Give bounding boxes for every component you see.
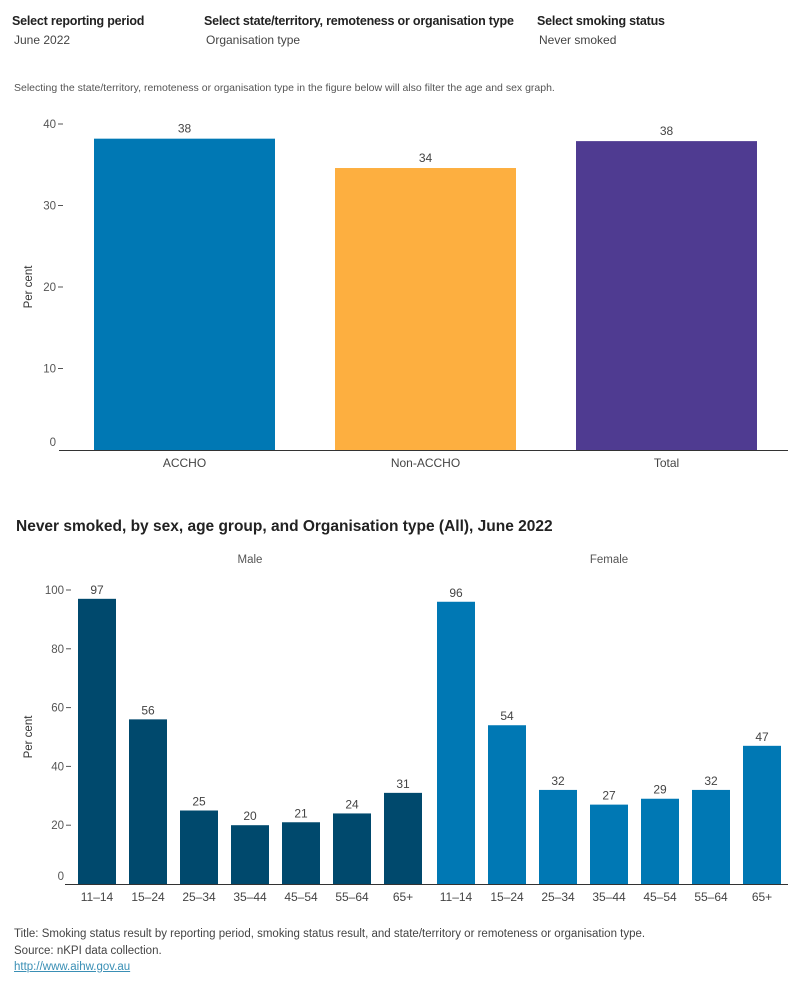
data-label: 20 xyxy=(243,809,257,823)
data-label: 27 xyxy=(602,789,616,803)
y-tick-label: 80 xyxy=(51,644,64,656)
y-axis-label: Per cent xyxy=(23,265,35,309)
bar-male[interactable] xyxy=(231,825,269,884)
y-tick-label: 100 xyxy=(45,585,64,597)
data-label: 96 xyxy=(449,586,463,600)
x-tick-label: 11–14 xyxy=(81,890,114,904)
footer-title: Title: Smoking status result by reportin… xyxy=(14,928,646,940)
x-tick-label: 15–24 xyxy=(490,890,524,904)
age-sex-chart-title: Never smoked, by sex, age group, and Org… xyxy=(16,518,553,535)
x-tick-label: 45–54 xyxy=(284,890,318,904)
bar-female[interactable] xyxy=(641,798,679,884)
y-tick-label: 0 xyxy=(58,871,64,883)
bar-male[interactable] xyxy=(129,719,167,884)
x-tick-label: 55–64 xyxy=(694,890,728,904)
org-type-bar-chart: 0 10 20 30 40 Per cent 38 ACCHO 34 Non-ACCHO 38 Tot… xyxy=(23,119,788,470)
y-tick-label: 0 xyxy=(50,437,56,449)
data-label: 34 xyxy=(419,151,433,165)
bar-female[interactable] xyxy=(488,725,526,884)
x-tick-label: 25–34 xyxy=(541,890,575,904)
bar-non-accho[interactable] xyxy=(335,168,516,450)
y-tick-label: 60 xyxy=(51,703,64,715)
bar-female[interactable] xyxy=(743,745,781,884)
x-tick-label: 65+ xyxy=(393,890,413,904)
data-label: 24 xyxy=(345,797,359,811)
y-tick-label: 10 xyxy=(43,364,56,376)
data-label: 56 xyxy=(141,703,155,717)
x-tick-label: 15–24 xyxy=(131,890,165,904)
bar-male[interactable] xyxy=(282,822,320,884)
y-tick-label: 40 xyxy=(51,761,64,773)
data-label: 38 xyxy=(660,124,674,138)
filter-label: Select reporting period xyxy=(12,14,145,28)
bar-female[interactable] xyxy=(437,601,475,884)
panel-header-female: Female xyxy=(590,554,628,566)
filter-note: Selecting the state/territory, remotenes… xyxy=(14,82,555,94)
smoking-status-select[interactable]: Never smoked xyxy=(539,33,617,47)
x-tick-label: 55–64 xyxy=(335,890,369,904)
filter-label: Select state/territory, remoteness or or… xyxy=(204,14,514,28)
y-tick-label: 40 xyxy=(43,119,56,131)
bar-accho[interactable] xyxy=(94,138,275,451)
bar-female[interactable] xyxy=(590,804,628,884)
data-label: 32 xyxy=(551,774,565,788)
x-tick-label: Non-ACCHO xyxy=(391,456,460,470)
data-label: 21 xyxy=(294,806,308,820)
data-label: 54 xyxy=(500,709,514,723)
bar-female[interactable] xyxy=(539,789,577,884)
filter-smoking-status: Select smoking status Never smoked xyxy=(537,14,665,47)
x-tick-label: Total xyxy=(654,456,679,470)
data-label: 31 xyxy=(396,777,410,791)
bar-male[interactable] xyxy=(180,810,218,885)
x-tick-label: 65+ xyxy=(752,890,772,904)
bar-female[interactable] xyxy=(692,789,730,884)
x-tick-label: 35–44 xyxy=(233,890,267,904)
bar-male[interactable] xyxy=(384,792,422,884)
data-label: 32 xyxy=(704,774,718,788)
x-tick-label: 35–44 xyxy=(592,890,626,904)
x-tick-label: ACCHO xyxy=(163,456,206,470)
filter-reporting-period: Select reporting period June 2022 xyxy=(12,14,144,47)
data-label: 97 xyxy=(90,583,104,597)
y-axis-label: Per cent xyxy=(23,715,35,759)
y-tick-label: 20 xyxy=(51,820,64,832)
x-tick-label: 11–14 xyxy=(440,890,473,904)
data-label: 38 xyxy=(178,122,192,136)
data-label: 29 xyxy=(653,783,667,797)
bar-male[interactable] xyxy=(78,598,116,884)
bar-total[interactable] xyxy=(576,141,757,451)
y-tick-label: 20 xyxy=(43,282,56,294)
x-tick-label: 45–54 xyxy=(643,890,677,904)
region-type-select[interactable]: Organisation type xyxy=(206,33,301,47)
reporting-period-select[interactable]: June 2022 xyxy=(14,33,71,47)
data-label: 47 xyxy=(755,730,769,744)
footer-source: Source: nKPI data collection. xyxy=(14,944,162,957)
filter-label: Select smoking status xyxy=(537,14,665,28)
y-tick-label: 30 xyxy=(43,201,56,213)
data-label: 25 xyxy=(192,795,206,809)
aihw-link[interactable]: http://www.aihw.gov.au xyxy=(14,961,131,973)
filter-region-type: Select state/territory, remoteness or or… xyxy=(204,14,514,47)
footer: Title: Smoking status result by reportin… xyxy=(14,926,645,976)
bar-male[interactable] xyxy=(333,813,371,884)
panel-header-male: Male xyxy=(238,554,263,566)
x-tick-label: 25–34 xyxy=(182,890,216,904)
